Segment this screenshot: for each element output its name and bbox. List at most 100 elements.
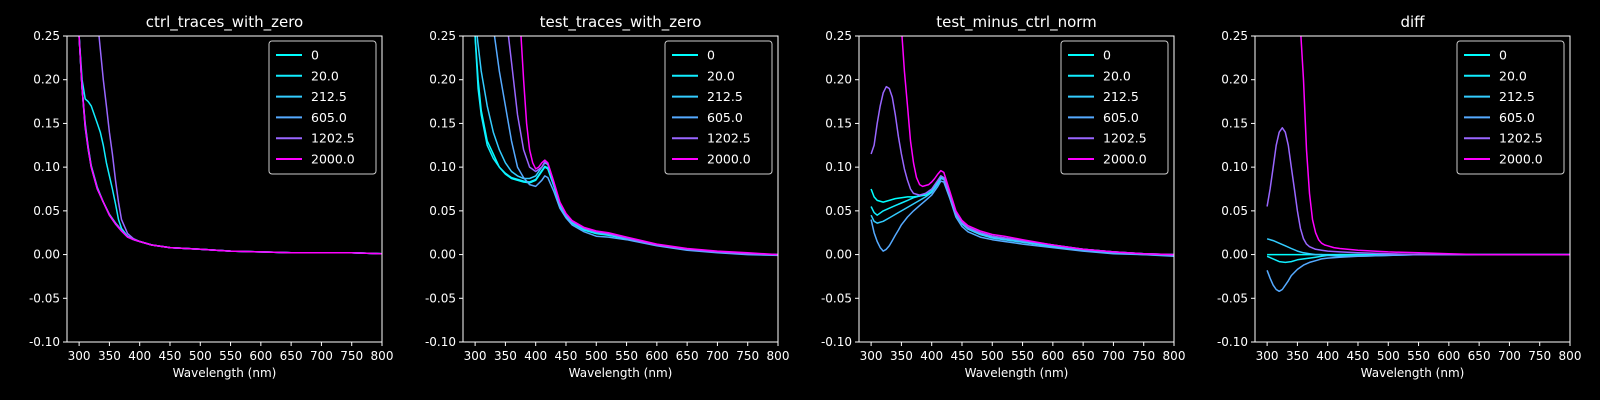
y-tick-label: 0.15 (825, 116, 852, 130)
series-line-2000-0 (901, 36, 1174, 256)
legend-label: 20.0 (1499, 68, 1527, 83)
x-tick-label: 350 (494, 349, 517, 363)
panel-title: diff (1400, 13, 1425, 31)
y-tick-label: 0.05 (825, 204, 852, 218)
x-tick-label: 450 (159, 349, 182, 363)
legend-label: 212.5 (707, 89, 743, 104)
legend: 0 20.0 212.5 605.0 1202.5 2000.0 (268, 40, 377, 175)
legend-label: 212.5 (1499, 89, 1535, 104)
legend: 0 20.0 212.5 605.0 1202.5 2000.0 (1456, 40, 1565, 175)
x-tick-label: 650 (1468, 349, 1491, 363)
y-tick-label: -0.05 (425, 291, 456, 305)
x-tick-label: 750 (340, 349, 363, 363)
legend-label: 212.5 (1103, 89, 1139, 104)
legend-label: 212.5 (311, 89, 347, 104)
x-tick-label: 550 (1407, 349, 1430, 363)
x-tick-label: 600 (645, 349, 668, 363)
y-tick-label: 0.10 (1221, 160, 1248, 174)
y-tick-label: 0.25 (825, 29, 852, 43)
x-tick-label: 500 (585, 349, 608, 363)
legend-label: 2000.0 (707, 152, 751, 167)
legend-label: 1202.5 (1103, 131, 1147, 146)
y-tick-label: 0.00 (33, 248, 60, 262)
legend-label: 20.0 (1103, 68, 1131, 83)
legend-label: 605.0 (1499, 110, 1535, 125)
legend-label: 605.0 (1103, 110, 1139, 125)
x-tick-label: 400 (920, 349, 943, 363)
x-tick-label: 500 (189, 349, 212, 363)
panel-4: diff 300 350 400 450 500 550 600 650 700 750 800 -0.… (1217, 13, 1582, 380)
series-line-212-5 (870, 177, 1174, 257)
x-tick-label: 600 (1437, 349, 1460, 363)
series-line-0 (870, 176, 1174, 256)
x-tick-label: 600 (1041, 349, 1064, 363)
y-tick-label: 0.25 (1221, 29, 1248, 43)
y-tick-label: 0.25 (33, 29, 60, 43)
panel-title: test_minus_ctrl_norm (936, 13, 1097, 32)
y-tick-label: 0.05 (429, 204, 456, 218)
y-tick-label: -0.05 (1217, 291, 1248, 305)
y-tick-label: -0.05 (821, 291, 852, 305)
x-tick-label: 400 (1316, 349, 1339, 363)
x-tick-label: 800 (767, 349, 790, 363)
x-tick-label: 500 (981, 349, 1004, 363)
plot-frame (858, 35, 1175, 343)
y-tick-label: 0.25 (429, 29, 456, 43)
x-tick-label: 700 (1498, 349, 1521, 363)
y-tick-label: 0.05 (33, 204, 60, 218)
legend-frame (1060, 40, 1169, 175)
x-tick-label: 450 (1347, 349, 1370, 363)
series-group (78, 36, 382, 255)
x-tick-label: 350 (890, 349, 913, 363)
series-line-605-0 (1266, 253, 1570, 293)
y-tick-label: 0.15 (1221, 116, 1248, 130)
legend-label: 605.0 (311, 110, 347, 125)
x-tick-label: 600 (249, 349, 272, 363)
panel-title: ctrl_traces_with_zero (146, 13, 303, 32)
y-tick-label: 0.15 (33, 116, 60, 130)
legend-label: 2000.0 (1499, 152, 1543, 167)
legend-label: 20.0 (311, 68, 339, 83)
x-tick-label: 350 (98, 349, 121, 363)
y-tick-label: -0.10 (425, 335, 456, 349)
x-tick-label: 400 (524, 349, 547, 363)
x-tick-label: 300 (68, 349, 91, 363)
series-line-1202-5 (870, 85, 1174, 256)
y-tick-label: 0.05 (1221, 204, 1248, 218)
x-tick-label: 300 (1256, 349, 1279, 363)
y-tick-label: 0.20 (825, 73, 852, 87)
legend-label: 0 (707, 48, 715, 63)
x-tick-label: 700 (1102, 349, 1125, 363)
x-tick-label: 700 (706, 349, 729, 363)
series-line-2000-0 (1300, 36, 1570, 256)
y-tick-label: -0.05 (29, 291, 60, 305)
panel-1: ctrl_traces_with_zero 300 350 400 450 500 550 6… (29, 13, 394, 380)
legend-frame (664, 40, 773, 175)
x-tick-label: 450 (555, 349, 578, 363)
legend: 0 20.0 212.5 605.0 1202.5 2000.0 (664, 40, 773, 175)
x-tick-label: 400 (128, 349, 151, 363)
legend-label: 20.0 (707, 68, 735, 83)
legend-label: 1202.5 (311, 131, 355, 146)
panel-2: test_traces_with_zero 300 350 400 450 500 550 6… (425, 13, 790, 380)
legend-label: 0 (1499, 48, 1507, 63)
series-line-605-0 (493, 36, 778, 257)
legend-label: 1202.5 (707, 131, 751, 146)
legend-frame (1456, 40, 1565, 175)
x-tick-label: 800 (371, 349, 394, 363)
y-tick-label: 0.15 (429, 116, 456, 130)
x-tick-label: 700 (310, 349, 333, 363)
legend-label: 0 (311, 48, 319, 63)
x-tick-label: 550 (219, 349, 242, 363)
series-line-2000-0 (78, 36, 382, 255)
series-group (474, 36, 778, 257)
x-tick-label: 300 (860, 349, 883, 363)
legend-label: 0 (1103, 48, 1111, 63)
legend-label: 605.0 (707, 110, 743, 125)
legend-label: 1202.5 (1499, 131, 1543, 146)
y-tick-label: 0.20 (33, 73, 60, 87)
x-tick-label: 650 (676, 349, 699, 363)
x-tick-label: 750 (736, 349, 759, 363)
x-tick-label: 650 (1072, 349, 1095, 363)
